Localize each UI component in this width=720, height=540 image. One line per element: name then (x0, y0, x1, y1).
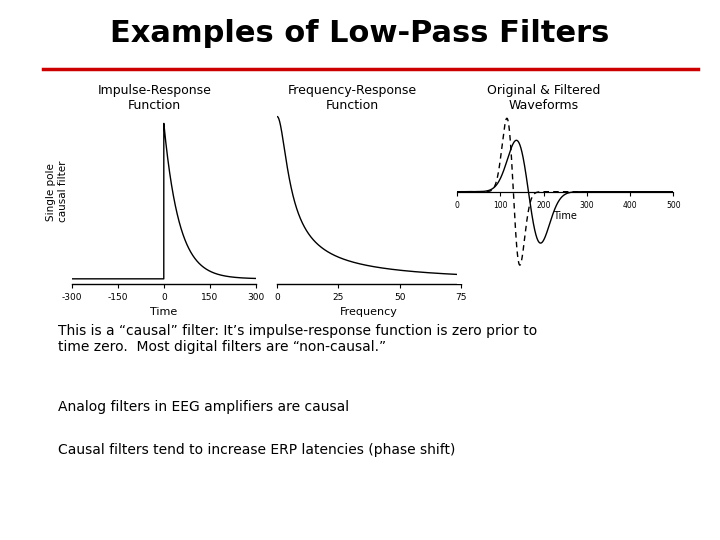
Text: This is a “causal” filter: It’s impulse-response function is zero prior to
time : This is a “causal” filter: It’s impulse-… (58, 324, 537, 354)
Text: Analog filters in EEG amplifiers are causal: Analog filters in EEG amplifiers are cau… (58, 400, 348, 414)
Y-axis label: Single pole
causal filter: Single pole causal filter (46, 161, 68, 222)
Text: Original & Filtered
Waveforms: Original & Filtered Waveforms (487, 84, 600, 112)
Text: Causal filters tend to increase ERP latencies (phase shift): Causal filters tend to increase ERP late… (58, 443, 455, 457)
X-axis label: Time: Time (553, 211, 577, 221)
Text: Examples of Low-Pass Filters: Examples of Low-Pass Filters (110, 19, 610, 48)
X-axis label: Frequency: Frequency (340, 307, 398, 317)
Text: Impulse-Response
Function: Impulse-Response Function (98, 84, 212, 112)
X-axis label: Time: Time (150, 307, 177, 317)
Text: Frequency-Response
Function: Frequency-Response Function (288, 84, 418, 112)
